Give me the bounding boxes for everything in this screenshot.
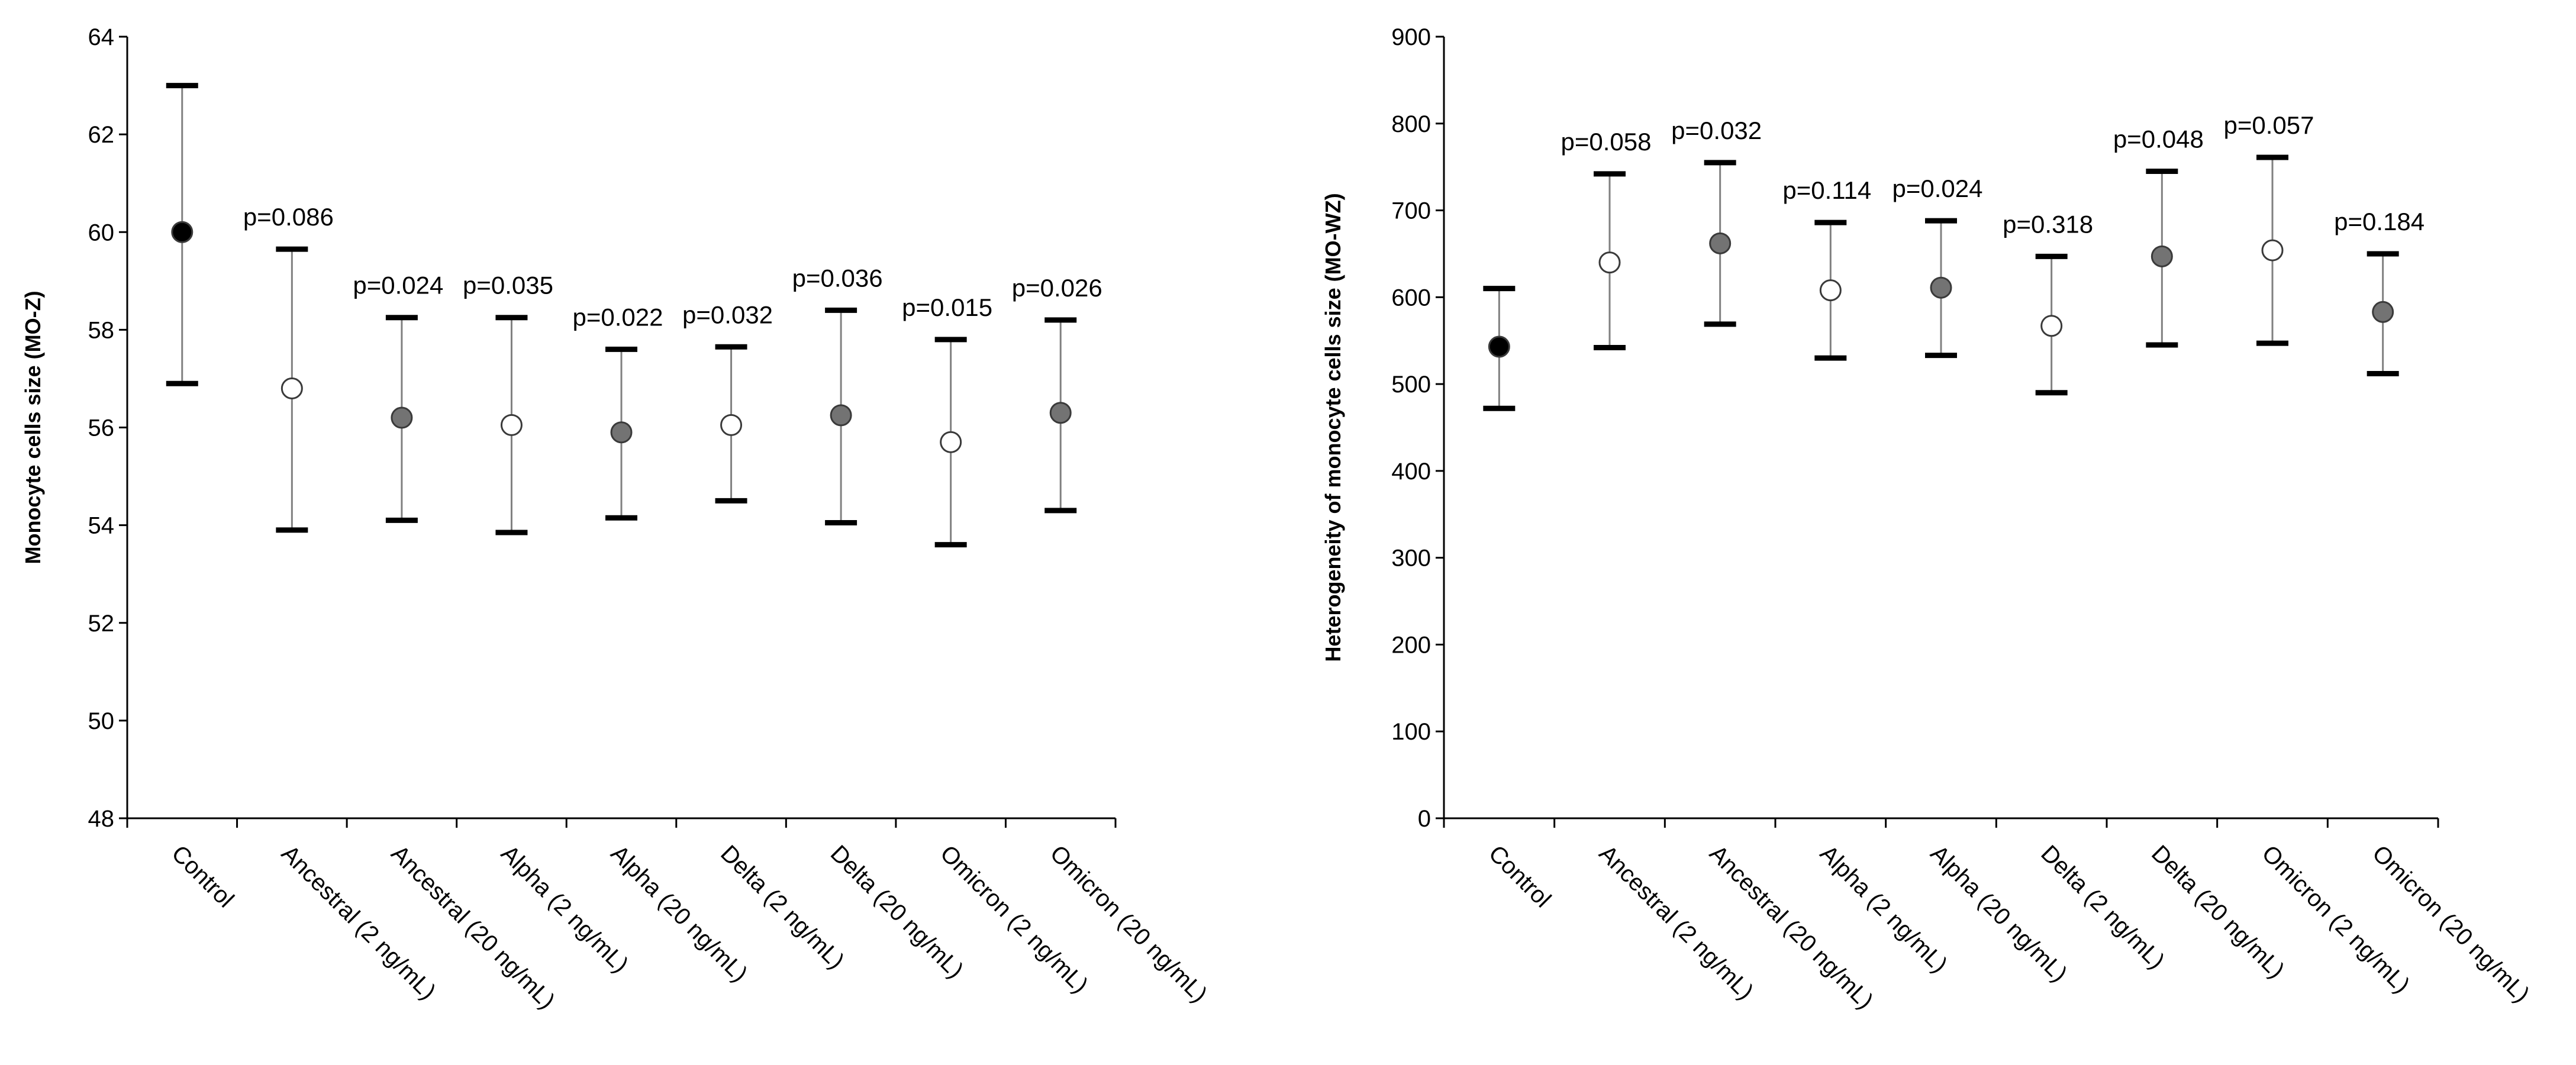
mean-point bbox=[1819, 279, 1842, 302]
mean-point bbox=[1930, 276, 1952, 299]
mean-point bbox=[391, 406, 413, 429]
mean-point bbox=[720, 414, 743, 436]
mean-point bbox=[2040, 315, 2063, 337]
mean-point bbox=[1709, 232, 1732, 254]
p-value-label: p=0.024 bbox=[353, 272, 443, 299]
y-tick-label: 300 bbox=[1391, 546, 1431, 572]
y-tick-label: 100 bbox=[1391, 719, 1431, 745]
p-value-label: p=0.024 bbox=[1892, 175, 1983, 202]
y-tick-label: 800 bbox=[1391, 111, 1431, 137]
y-tick-label: 56 bbox=[88, 415, 115, 441]
y-tick-label: 60 bbox=[88, 220, 115, 246]
y-tick-label: 600 bbox=[1391, 285, 1431, 311]
mean-point bbox=[1598, 251, 1621, 274]
y-tick-label: 200 bbox=[1391, 632, 1431, 658]
p-value-label: p=0.048 bbox=[2113, 125, 2204, 153]
y-tick-label: 58 bbox=[88, 317, 115, 343]
mean-point bbox=[281, 377, 303, 399]
p-value-label: p=0.318 bbox=[2003, 210, 2093, 238]
mean-point bbox=[2261, 239, 2284, 262]
chart-monocyte-heterogeneity: 0 100 200 300 400 500 600 700 800 900 Heterogeneit… bbox=[1321, 24, 2535, 1014]
y-tick-label: 62 bbox=[88, 122, 115, 148]
y-tick-label: 64 bbox=[88, 24, 115, 50]
p-value-label: p=0.184 bbox=[2334, 208, 2425, 235]
x-category-label: Control bbox=[1484, 840, 1556, 912]
mean-point bbox=[1488, 335, 1510, 358]
mean-point bbox=[2372, 301, 2394, 323]
y-axis-label: Monocyte cells size (MO-Z) bbox=[21, 291, 45, 564]
p-value-label: p=0.022 bbox=[573, 303, 663, 331]
mean-point bbox=[940, 431, 962, 453]
mean-point bbox=[500, 414, 523, 436]
y-tick-label: 48 bbox=[88, 806, 115, 832]
chart-monocyte-size: 48 50 52 54 56 58 60 62 64 Monocyte cells size (M… bbox=[21, 24, 1212, 1014]
mean-point bbox=[610, 421, 633, 444]
p-value-label: p=0.086 bbox=[243, 203, 334, 231]
x-category-label: Control bbox=[166, 840, 238, 912]
y-tick-label: 400 bbox=[1391, 459, 1431, 485]
p-value-label: p=0.032 bbox=[682, 301, 773, 328]
y-tick-label: 900 bbox=[1391, 24, 1431, 50]
p-value-label: p=0.114 bbox=[1782, 176, 1871, 204]
mean-point bbox=[830, 404, 852, 427]
y-tick-label: 0 bbox=[1418, 806, 1431, 832]
p-value-label: p=0.058 bbox=[1561, 128, 1652, 156]
y-tick-label: 52 bbox=[88, 611, 115, 637]
p-value-label: p=0.036 bbox=[792, 264, 883, 292]
mean-point bbox=[171, 221, 194, 243]
mean-point bbox=[1049, 402, 1072, 424]
y-tick-label: 54 bbox=[88, 513, 115, 539]
p-value-label: p=0.057 bbox=[2224, 111, 2314, 139]
y-tick-label: 500 bbox=[1391, 372, 1431, 398]
y-tick-label: 50 bbox=[88, 708, 115, 734]
p-value-label: p=0.026 bbox=[1012, 274, 1102, 302]
p-value-label: p=0.015 bbox=[902, 293, 992, 321]
y-axis-label: Heterogeneity of monocyte cells size (MO… bbox=[1321, 193, 1345, 661]
p-value-label: p=0.035 bbox=[463, 272, 553, 299]
y-tick-label: 700 bbox=[1391, 198, 1431, 224]
p-value-label: p=0.032 bbox=[1671, 117, 1762, 144]
mean-point bbox=[2151, 245, 2173, 267]
